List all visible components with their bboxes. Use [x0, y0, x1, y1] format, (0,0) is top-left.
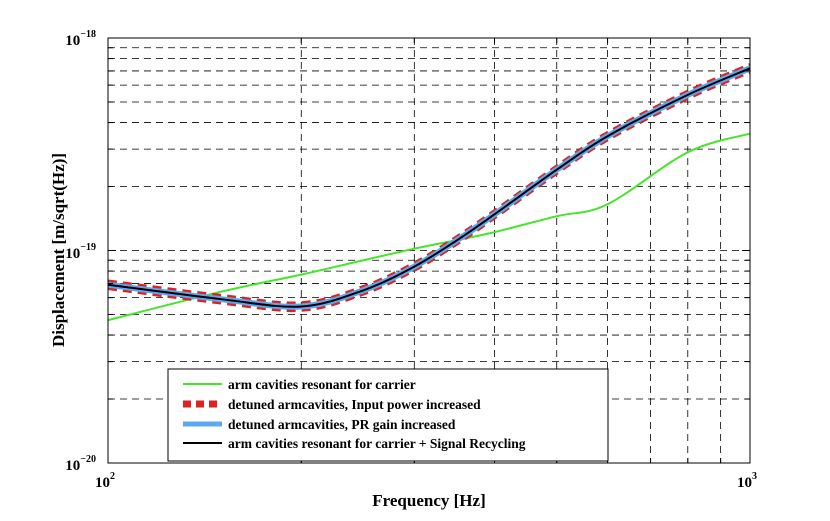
x-tick-label-1e3: 103 [737, 471, 757, 491]
legend-label-green: arm cavities resonant for carrier [228, 377, 416, 392]
y-axis-title: Displacement [m/sqrt(Hz)] [49, 153, 68, 347]
legend-label-blue: detuned armcavities, PR gain increased [228, 417, 456, 432]
series-line-input-power-upper [107, 63, 751, 305]
legend-label-red: detuned armcavities, Input power increas… [228, 397, 481, 412]
y-tick-label-1e-18: 10−18 [65, 29, 96, 49]
legend-box [167, 368, 609, 462]
x-tick-label-1e2: 102 [95, 471, 115, 491]
series-line-signal-recycling [107, 67, 751, 308]
x-axis-title: Frequency [Hz] [372, 491, 485, 510]
legend-label-black: arm cavities resonant for carrier + Sign… [228, 436, 526, 451]
y-tick-label-1e-19: 10−19 [65, 242, 96, 262]
legend: arm cavities resonant for carrier detune… [167, 368, 609, 462]
series-group [107, 63, 752, 322]
y-tick-label-1e-20: 10−20 [65, 454, 96, 474]
series-line-input-power-lower [107, 71, 751, 313]
